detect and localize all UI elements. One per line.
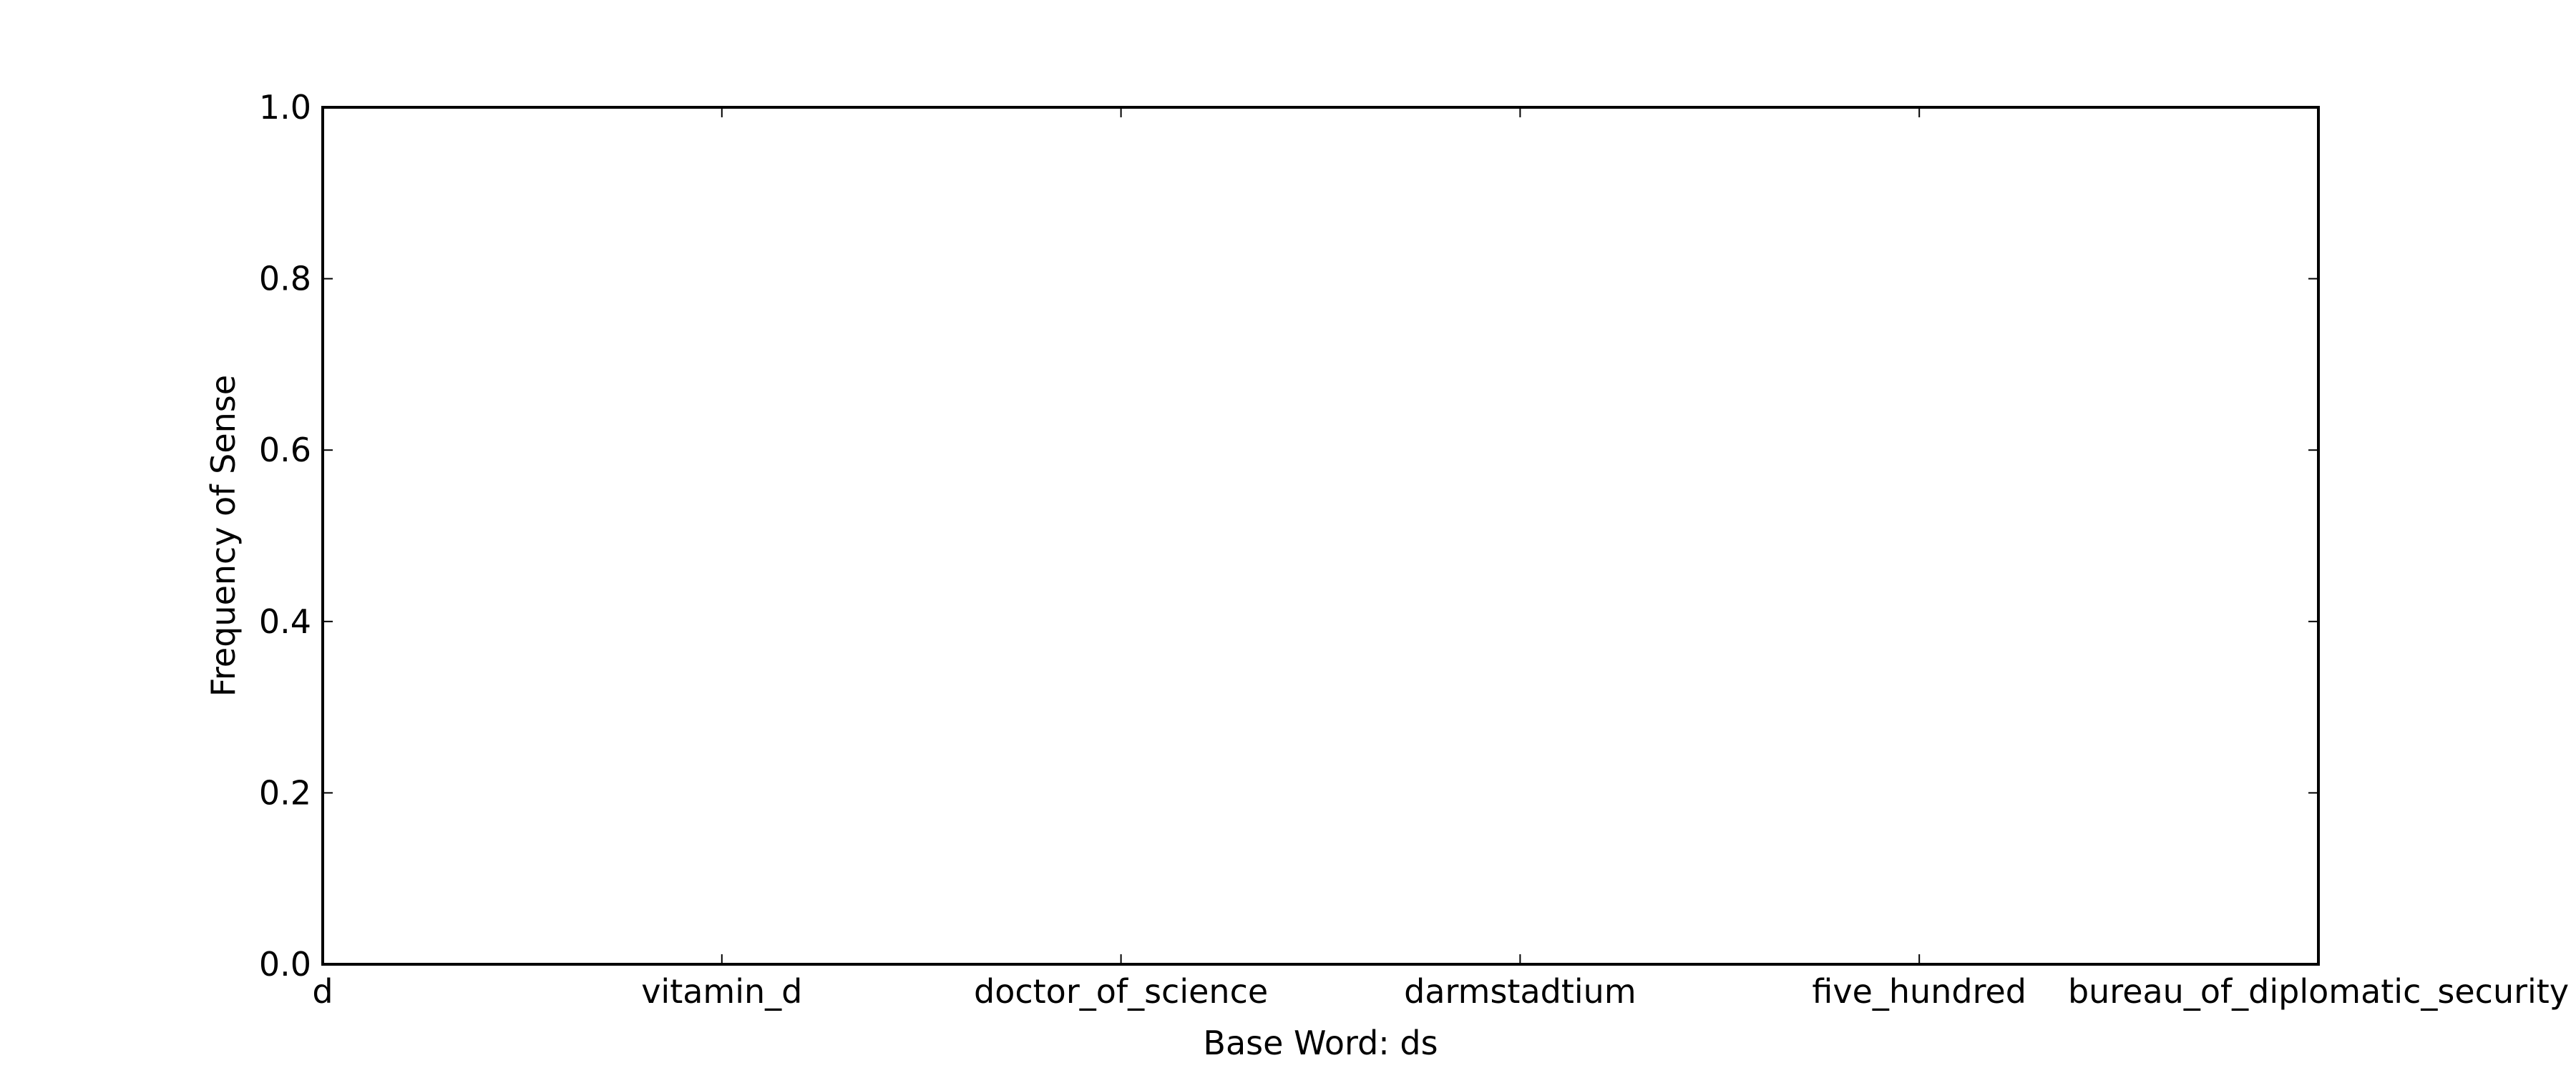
y-axis-label: Frequency of Sense: [204, 375, 243, 697]
y-tick-label-0.2: 0.2: [259, 773, 311, 812]
plot-frame: [321, 106, 2320, 966]
y-tick-label-0.4: 0.4: [259, 602, 311, 641]
x-tick-label-d: d: [312, 972, 333, 1011]
y-tick-label-0.6: 0.6: [259, 431, 311, 469]
y-tick-label-0.8: 0.8: [259, 260, 311, 298]
y-tick-label-0.0: 0.0: [259, 945, 311, 984]
y-tick-labels: 0.0 0.2 0.4 0.6 0.8 1.0: [259, 88, 311, 984]
x-tick-label-doctor_of_science: doctor_of_science: [974, 972, 1268, 1011]
x-axis-label: Base Word: ds: [1203, 1024, 1438, 1062]
x-tick-label-vitamin_d: vitamin_d: [641, 972, 802, 1011]
x-tick-label-bureau_of_diplomatic_security: bureau_of_diplomatic_security: [2068, 972, 2569, 1011]
x-tick-label-darmstadtium: darmstadtium: [1404, 972, 1636, 1011]
x-tick-labels: d vitamin_d doctor_of_science darmstadtium f…: [312, 972, 2569, 1011]
y-tick-label-1.0: 1.0: [259, 88, 311, 127]
x-tick-label-five_hundred: five_hundred: [1812, 972, 2026, 1011]
tick-group: [322, 107, 2319, 965]
